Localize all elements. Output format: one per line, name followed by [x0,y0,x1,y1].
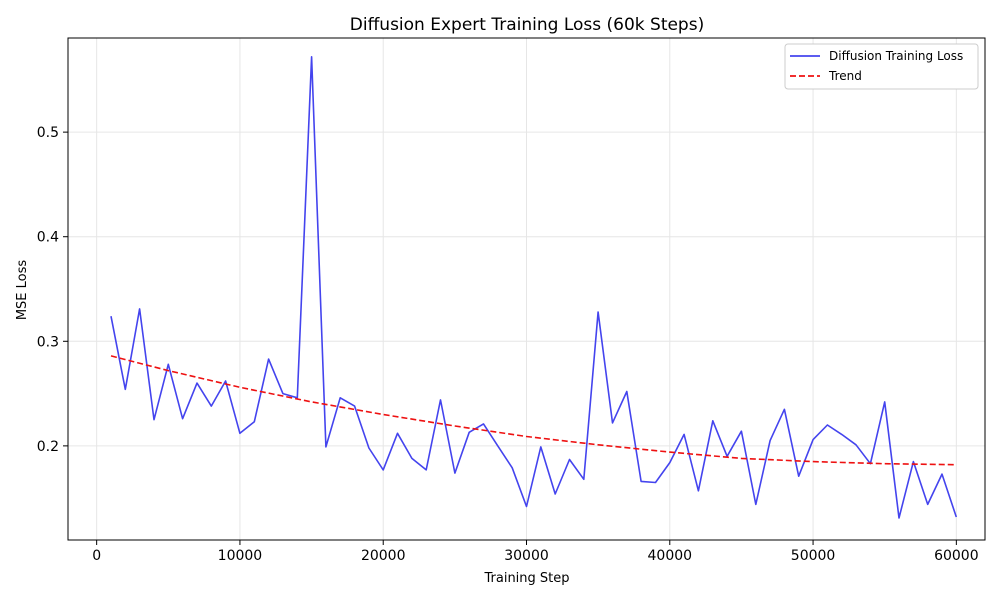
x-tick-label: 0 [92,548,101,564]
y-tick-label: 0.3 [37,334,59,350]
y-tick-label: 0.4 [37,230,59,246]
series-line-trend [110,355,957,466]
grid [68,38,985,540]
x-tick-label: 30000 [504,548,549,564]
x-tick-label: 10000 [218,548,263,564]
x-axis: 0 10000 20000 30000 40000 50000 60000 [92,540,979,564]
y-tick-label: 0.2 [37,439,59,455]
x-tick-label: 50000 [791,548,836,564]
series-line-training-loss [110,55,958,519]
x-tick-label: 20000 [361,548,406,564]
legend-box [784,43,979,90]
legend-label-loss: Diffusion Training Loss [829,49,963,63]
x-axis-label: Training Step [483,571,569,586]
series-layer [110,55,958,519]
y-axis-label: MSE Loss [15,260,30,321]
legend: Diffusion Training Loss Trend [784,43,979,90]
x-tick-label: 40000 [648,548,693,564]
chart-title: Diffusion Expert Training Loss (60k Step… [350,15,704,35]
x-tick-label: 60000 [934,548,979,564]
legend-label-trend: Trend [828,69,862,83]
y-axis: 0.2 0.3 0.4 0.5 [37,125,68,455]
y-tick-label: 0.5 [37,125,59,141]
